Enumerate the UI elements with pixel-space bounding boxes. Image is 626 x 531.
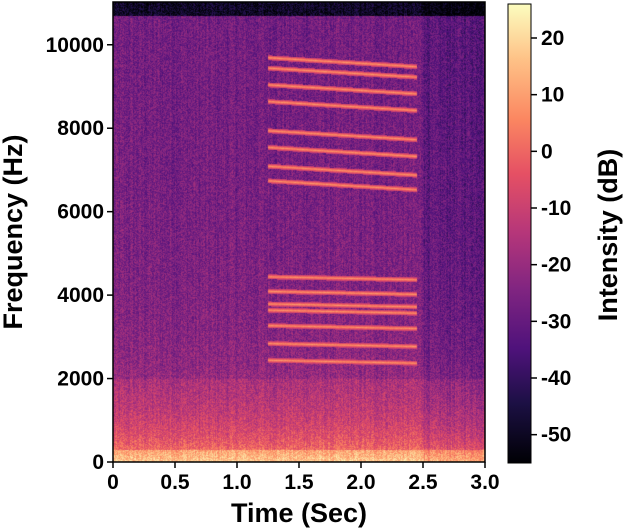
y-tick-label: 2000 xyxy=(57,368,104,391)
x-tick-label: 3.0 xyxy=(470,471,499,494)
x-tick-label: 1.0 xyxy=(222,471,251,494)
x-tick-label: 2.5 xyxy=(408,471,438,494)
colorbar-tick-label: 0 xyxy=(541,140,553,163)
colorbar-tick-label: -40 xyxy=(541,367,571,390)
y-tick-label: 6000 xyxy=(57,201,104,224)
spectrogram-image xyxy=(113,2,485,462)
spectrogram-plot xyxy=(112,1,486,463)
colorbar-tick-label: -30 xyxy=(541,310,571,333)
colorbar-label: Intensity (dB) xyxy=(593,149,623,322)
x-tick-label: 0.5 xyxy=(160,471,190,494)
x-tick-label: 2.0 xyxy=(346,471,375,494)
y-tick-label: 4000 xyxy=(57,284,104,307)
colorbar-tick-label: -20 xyxy=(541,254,571,277)
y-tick-label: 10000 xyxy=(46,34,104,57)
colorbar-tick-label: -10 xyxy=(541,197,571,220)
x-axis: 0 0.5 1.0 1.5 2.0 2.5 3.0 xyxy=(107,462,500,494)
colorbar-tick-label: -50 xyxy=(541,424,571,447)
colorbar-tick-label: 20 xyxy=(541,27,564,50)
y-tick-label: 8000 xyxy=(57,117,104,140)
x-tick-label: 0 xyxy=(107,471,119,494)
colorbar: 20 10 0 -10 -20 -30 -40 -50 xyxy=(507,3,571,464)
colorbar-tick-label: 10 xyxy=(541,84,564,107)
y-axis-label: Frequency (Hz) xyxy=(0,134,28,329)
y-axis: 0 2000 4000 6000 8000 10000 xyxy=(46,34,113,474)
x-tick-label: 1.5 xyxy=(284,471,314,494)
colorbar-gradient xyxy=(507,3,532,464)
x-axis-label: Time (Sec) xyxy=(231,498,367,528)
y-tick-label: 0 xyxy=(92,451,104,474)
colorbar-axis: 20 10 0 -10 -20 -30 -40 -50 xyxy=(531,27,571,447)
